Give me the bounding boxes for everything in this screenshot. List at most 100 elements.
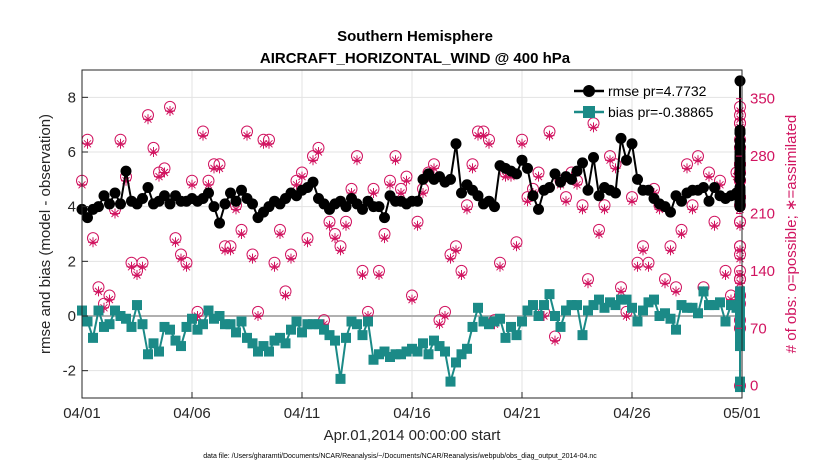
obs-assimilated-point (473, 130, 483, 141)
obs-assimilated-point (269, 261, 280, 272)
obs-assimilated-point (236, 229, 247, 239)
rmse-point (734, 157, 746, 169)
bias-point (555, 321, 566, 332)
obs-assimilated-point (264, 138, 274, 149)
rmse-point (142, 182, 154, 194)
rmse-point (626, 138, 638, 150)
obs-assimilated-point (412, 220, 423, 231)
bias-point (335, 373, 346, 384)
rmse-point (164, 198, 176, 210)
obs-assimilated-point (390, 155, 401, 166)
bias-point (665, 313, 676, 324)
rmse-point (379, 212, 390, 224)
bias-point (291, 316, 302, 327)
bias-point (517, 316, 527, 327)
legend-rmse-label: rmse pr=4.7732 (608, 83, 707, 99)
bias-point (198, 319, 208, 330)
obs-assimilated-point (401, 175, 412, 186)
bias-point (735, 311, 745, 321)
obs-assimilated-point (583, 278, 593, 289)
bias-point (407, 343, 417, 354)
x-tick-label: 04/21 (503, 405, 541, 422)
rmse-point (98, 190, 110, 202)
obs-assimilated-point (594, 229, 604, 239)
rmse-point (307, 176, 319, 188)
obs-assimilated-point (467, 163, 478, 174)
bias-point (104, 319, 115, 330)
rmse-point (593, 190, 605, 202)
bias-point (621, 294, 632, 305)
y-axis-label: rmse and bias (model - observation) (37, 114, 54, 354)
obs-assimilated-point (687, 204, 698, 215)
x-tick-label: 04/06 (173, 405, 211, 422)
obs-assimilated-point (220, 245, 230, 256)
bias-point (418, 338, 428, 349)
obs-assimilated-point (324, 220, 335, 231)
chart-title: Southern Hemisphere (337, 28, 493, 45)
obs-assimilated-point (126, 261, 137, 272)
legend-rmse-marker (583, 85, 595, 97)
bias-point (192, 324, 203, 335)
obs-assimilated-point (440, 311, 450, 321)
bias-point (693, 308, 703, 319)
obs-assimilated-point (676, 229, 687, 239)
bias-point (313, 319, 324, 330)
bias-point (467, 321, 478, 332)
bias-point (363, 316, 373, 327)
obs-assimilated-point (132, 270, 142, 280)
data-file-footnote: data file: /Users/gharamti/Documents/NCA… (203, 453, 597, 460)
obs-assimilated-point (148, 147, 159, 157)
obs-assimilated-point (203, 179, 214, 190)
bias-point (610, 300, 621, 311)
bias-point (735, 376, 745, 387)
bias-point (220, 319, 230, 330)
bias-point (588, 300, 599, 311)
obs-assimilated-point (588, 122, 599, 133)
obs-assimilated-point (225, 245, 236, 256)
bias-point (709, 300, 720, 311)
obs-assimilated-point (616, 286, 626, 297)
obs-assimilated-point (286, 253, 296, 264)
x-tick-label: 04/16 (393, 405, 431, 422)
y-right-tick-label: 0 (750, 378, 758, 395)
obs-assimilated-point (379, 233, 390, 244)
bias-point (594, 294, 604, 305)
obs-assimilated-point (434, 319, 445, 330)
bias-point (187, 313, 197, 324)
bias-point (627, 302, 637, 313)
bias-point (110, 305, 120, 316)
bias-point (434, 341, 445, 352)
bias-point (500, 332, 511, 343)
obs-assimilated-point (181, 261, 192, 272)
obs-assimilated-point (396, 188, 406, 198)
obs-assimilated-point (335, 245, 346, 256)
obs-assimilated-point (561, 196, 571, 207)
obs-assimilated-point (418, 188, 428, 198)
bias-point (82, 316, 93, 327)
bias-point (643, 297, 654, 308)
bias-point (735, 382, 745, 393)
bias-point (242, 332, 252, 343)
bias-point (726, 300, 736, 311)
bias-point (561, 305, 571, 316)
x-tick-label: 05/01 (723, 405, 761, 422)
obs-assimilated-point (176, 253, 186, 264)
bias-point (121, 313, 131, 324)
bias-point (511, 330, 522, 341)
bias-point (506, 321, 516, 332)
bias-point (154, 346, 164, 357)
bias-point (660, 308, 670, 319)
rmse-point (109, 187, 121, 199)
obs-assimilated-point (313, 147, 324, 157)
obs-assimilated-point (638, 245, 648, 256)
bias-point (412, 346, 423, 357)
rmse-point (445, 173, 456, 185)
rmse-point (137, 192, 148, 204)
rmse-point (203, 187, 214, 199)
bias-point (214, 311, 225, 321)
obs-assimilated-point (291, 179, 302, 190)
obs-assimilated-point (275, 229, 285, 239)
bias-point (616, 294, 626, 305)
bias-point (247, 338, 258, 349)
bias-point (132, 300, 142, 311)
